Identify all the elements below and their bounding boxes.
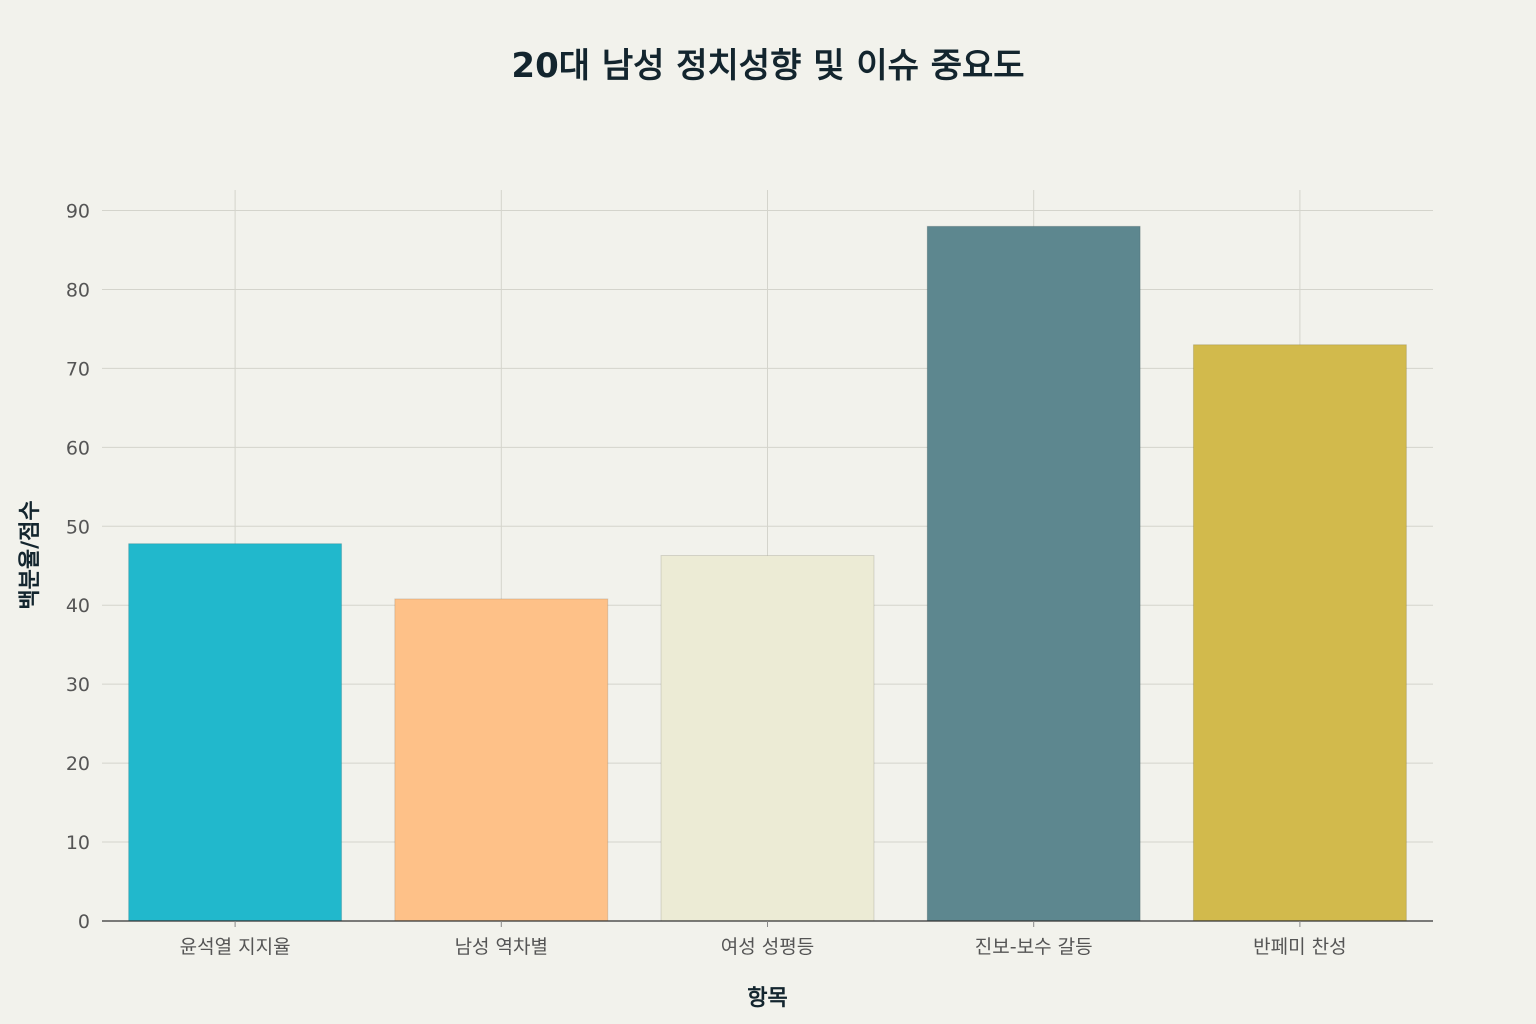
x-tick-label: 반페미 찬성 [1253, 936, 1346, 958]
y-tick-label: 90 [66, 201, 90, 223]
bar [660, 555, 875, 922]
y-tick-label: 10 [66, 832, 90, 854]
y-tick-label: 50 [66, 516, 90, 538]
bar [1192, 344, 1407, 922]
bar [128, 543, 343, 922]
y-tick-label: 0 [78, 911, 90, 933]
y-axis-title: 백분율/점수 [18, 500, 43, 609]
y-tick-labels: 0 10 20 30 40 50 60 70 80 90 [66, 201, 90, 933]
bar [926, 225, 1141, 922]
x-axis-title: 항목 [747, 986, 787, 1011]
y-tick-label: 80 [66, 279, 90, 301]
x-tick-label: 진보-보수 갈등 [975, 936, 1093, 958]
y-tick-label: 70 [66, 358, 90, 380]
x-tick-label: 남성 역차별 [455, 936, 548, 958]
y-tick-label: 40 [66, 595, 90, 617]
y-tick-label: 30 [66, 674, 90, 696]
bar [394, 598, 609, 922]
y-tick-label: 60 [66, 437, 90, 459]
bars [128, 225, 1407, 922]
y-tick-label: 20 [66, 753, 90, 775]
chart-title: 20대 남성 정치성향 및 이슈 중요도 [511, 46, 1025, 86]
x-tick-label: 윤석열 지지율 [180, 936, 291, 958]
x-tick-label: 여성 성평등 [721, 936, 814, 958]
x-tick-labels: 윤석열 지지율 남성 역차별 여성 성평등 진보-보수 갈등 반페미 찬성 [180, 921, 1347, 958]
